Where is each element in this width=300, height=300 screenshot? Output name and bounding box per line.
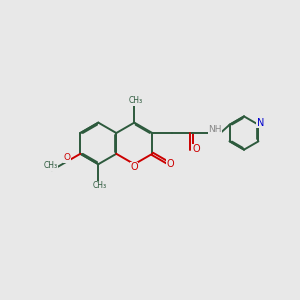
Text: O: O [63,153,70,162]
Text: CH₃: CH₃ [44,161,58,170]
Text: CH₃: CH₃ [128,96,142,105]
Text: O: O [167,159,174,169]
Text: O: O [130,162,138,172]
Text: O: O [193,144,200,154]
Text: CH₃: CH₃ [92,182,106,190]
Text: N: N [256,118,264,128]
Text: NH: NH [208,125,222,134]
